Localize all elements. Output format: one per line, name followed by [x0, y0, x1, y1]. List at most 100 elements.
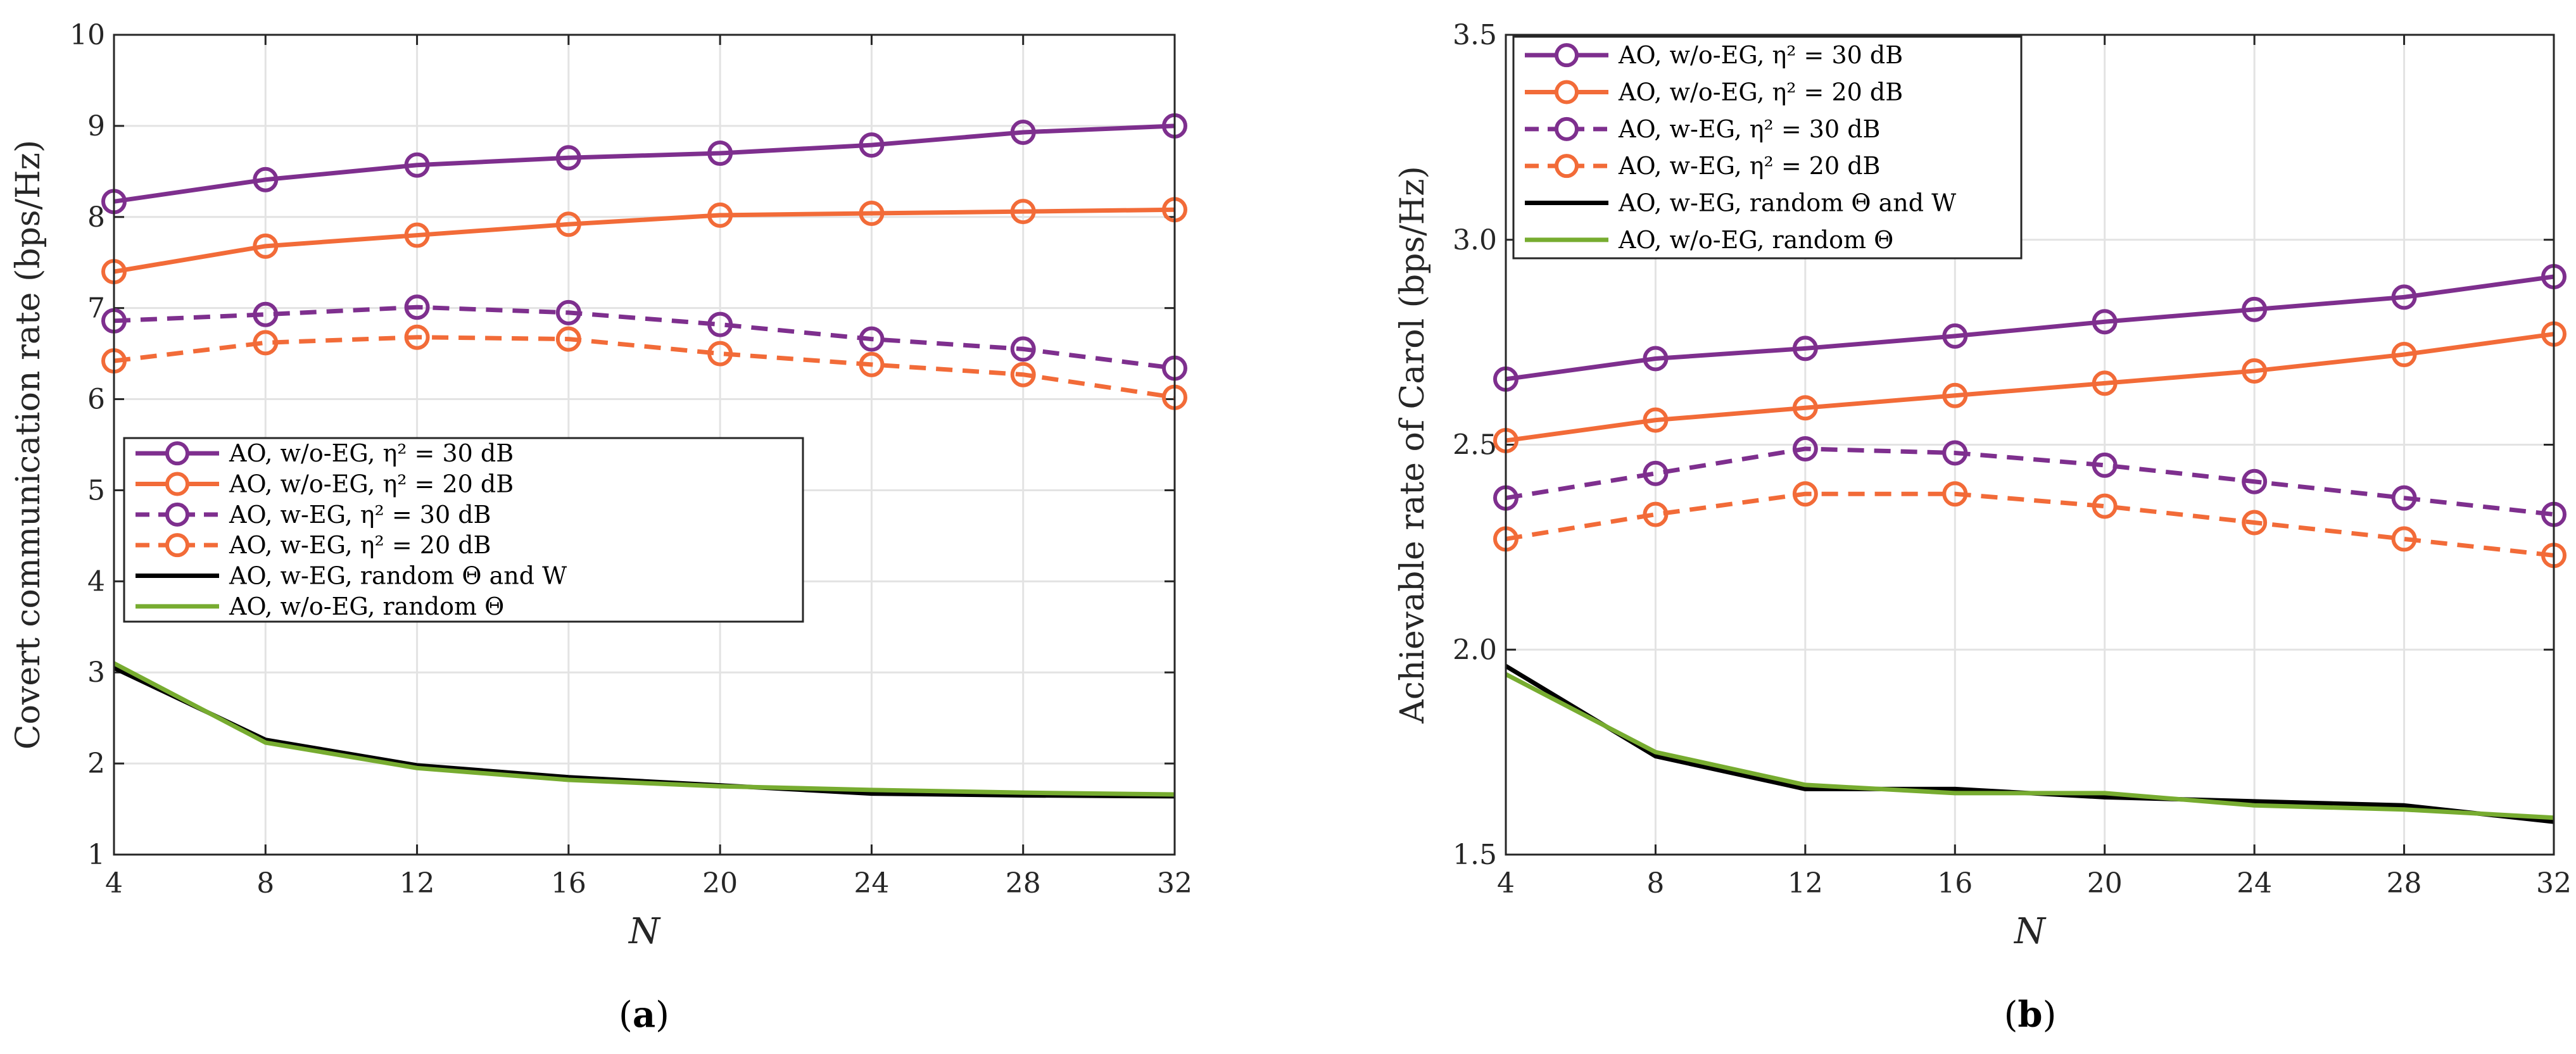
x-tick-label: 24	[2237, 867, 2272, 900]
legend-label: AO, w/o-EG, η² = 20 dB	[1618, 78, 1903, 106]
y-tick-label: 8	[87, 201, 105, 234]
data-point-marker	[555, 145, 581, 171]
x-axis-label: N	[2013, 911, 2047, 952]
x-tick-label: 16	[1937, 867, 1973, 900]
data-point-marker	[404, 222, 430, 248]
legend-item: AO, w/o-EG, random Θ	[1525, 226, 1893, 254]
data-point-marker	[555, 299, 581, 325]
legend-swatch-marker	[165, 472, 189, 496]
legend-item: AO, w-EG, η² = 20 dB	[1525, 152, 1880, 180]
y-axis-label: Covert communication rate (bps/Hz)	[9, 140, 47, 750]
x-tick-label: 4	[1497, 867, 1515, 900]
axes-box	[1505, 34, 2555, 856]
data-point-marker	[2092, 309, 2118, 335]
y-tick-label: 2.5	[1453, 429, 1497, 461]
y-tick-label: 3.0	[1453, 224, 1497, 256]
legend-item: AO, w-EG, η² = 30 dB	[136, 501, 491, 529]
data-point-marker	[1643, 346, 1669, 372]
y-tick-label: 2.0	[1453, 634, 1497, 666]
series-ao-w-o-eg-random-	[1505, 672, 2554, 820]
legend-label: AO, w-EG, η² = 20 dB	[229, 531, 491, 559]
legend-label: AO, w/o-EG, η² = 20 dB	[229, 470, 514, 498]
series-line	[113, 207, 1175, 274]
y-tick-label: 1	[87, 839, 105, 871]
x-tick-label: 20	[2087, 867, 2123, 900]
data-point-marker	[707, 311, 733, 337]
x-axis-label: N	[628, 911, 661, 952]
x-tick-label: 8	[256, 867, 274, 900]
panel-label: (a)	[619, 994, 669, 1036]
data-point-marker	[1010, 361, 1036, 387]
data-point-marker	[1010, 336, 1036, 362]
series-line	[1505, 274, 2554, 382]
data-point-marker	[1792, 336, 1818, 361]
legend: AO, w/o-EG, η² = 30 dB AO, w/o-EG, η² = 2…	[1512, 35, 2023, 260]
data-point-marker	[555, 211, 581, 237]
y-tick-label: 2	[87, 748, 105, 780]
data-point-marker	[2242, 510, 2268, 536]
legend-swatch-marker	[1555, 80, 1579, 104]
x-tick-label: 28	[2387, 867, 2422, 900]
legend-label: AO, w-EG, η² = 30 dB	[1618, 115, 1880, 143]
data-point-marker	[404, 294, 430, 320]
data-point-marker	[2391, 526, 2417, 552]
data-point-marker	[2391, 342, 2417, 368]
legend-swatch-marker	[1555, 154, 1579, 179]
legend-box	[1512, 35, 2023, 260]
legend-label: AO, w/o-EG, random Θ	[1618, 226, 1893, 254]
y-tick-label: 3	[87, 656, 105, 689]
data-point-marker	[707, 341, 733, 367]
series-line	[113, 335, 1175, 400]
data-point-marker	[404, 152, 430, 178]
axes-box	[113, 34, 1176, 856]
data-point-marker	[1942, 323, 1968, 349]
y-tick-label: 3.5	[1453, 19, 1497, 51]
panel-label: (b)	[2004, 994, 2057, 1036]
series-line	[113, 123, 1175, 204]
x-tick-label: 12	[1788, 867, 1823, 900]
y-tick-label: 5	[87, 474, 105, 506]
y-tick-label: 10	[70, 19, 105, 51]
y-tick-label: 6	[87, 384, 105, 416]
legend-swatch-marker	[165, 533, 189, 558]
data-point-marker	[859, 351, 885, 377]
series-line	[113, 304, 1175, 371]
legend-label: AO, w-EG, random Θ and W	[229, 562, 567, 590]
legend-swatch-marker	[1555, 116, 1579, 141]
legend-item: AO, w-EG, η² = 20 dB	[136, 531, 491, 559]
legend-label: AO, w-EG, η² = 20 dB	[1618, 152, 1880, 180]
data-point-marker	[1792, 436, 1818, 461]
data-point-marker	[2092, 493, 2118, 519]
data-point-marker	[859, 201, 885, 227]
data-point-marker	[707, 202, 733, 228]
legend: AO, w/o-EG, η² = 30 dB AO, w/o-EG, η² = 2…	[123, 437, 804, 623]
data-point-marker	[2391, 485, 2417, 511]
data-point-marker	[253, 301, 279, 327]
data-point-marker	[1010, 119, 1036, 145]
legend-label: AO, w-EG, η² = 30 dB	[229, 501, 491, 529]
series-line	[113, 661, 1175, 797]
series-line	[1505, 672, 2554, 820]
legend-label: AO, w/o-EG, random Θ	[229, 593, 504, 620]
x-tick-label: 24	[854, 867, 889, 900]
legend-item: AO, w/o-EG, η² = 20 dB	[136, 470, 514, 498]
legend-item: AO, w-EG, η² = 30 dB	[1525, 115, 1880, 143]
data-point-marker	[1010, 199, 1036, 225]
data-point-marker	[2391, 284, 2417, 310]
x-tick-label: 32	[1157, 867, 1192, 900]
x-tick-label: 12	[400, 867, 435, 900]
legend-item: AO, w/o-EG, random Θ	[136, 593, 504, 620]
legend-item: AO, w-EG, random Θ and W	[1525, 189, 1956, 217]
legend-box	[123, 437, 804, 623]
data-point-marker	[859, 132, 885, 158]
data-point-marker	[404, 324, 430, 350]
data-point-marker	[1643, 460, 1669, 486]
chart-panel-b: 4 8 12 16 20 24 28 32 1.5 2.0 2.5 3.0 3.5 N Achievable…	[1394, 19, 2572, 1036]
x-tick-label: 28	[1006, 867, 1041, 900]
data-point-marker	[1792, 395, 1818, 421]
series-ao-w-o-eg-random-	[113, 661, 1175, 797]
y-tick-label: 1.5	[1453, 839, 1497, 871]
legend-item: AO, w/o-EG, η² = 20 dB	[1525, 78, 1903, 106]
